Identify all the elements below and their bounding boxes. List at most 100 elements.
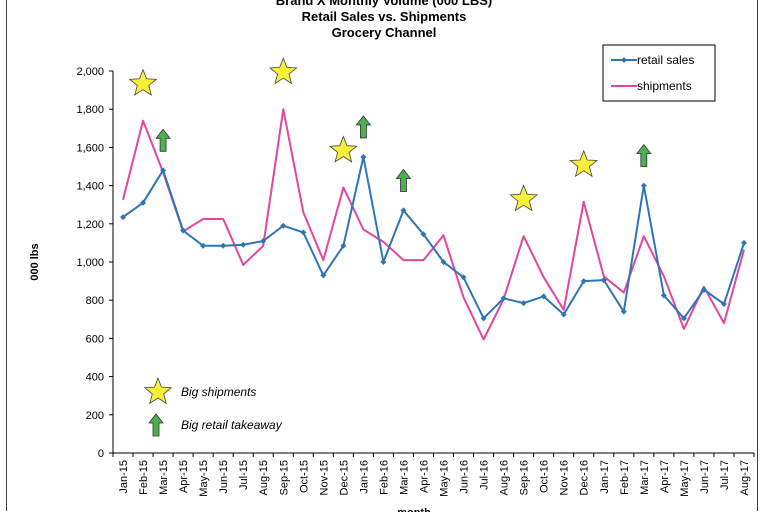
annotation-key: Big shipments Big retail takeaway bbox=[143, 376, 283, 437]
x-tick-label: Feb-16 bbox=[378, 460, 390, 495]
star-marker bbox=[328, 135, 358, 163]
data-point bbox=[380, 259, 387, 265]
x-tick-label: Nov-16 bbox=[559, 460, 571, 495]
star-key-label: Big shipments bbox=[181, 385, 256, 399]
y-tick-label: 1,000 bbox=[76, 257, 104, 269]
series-line-retail-sales bbox=[122, 155, 745, 320]
x-tick-label: May-17 bbox=[679, 460, 691, 497]
chart-title: Brand X Monthly Volume (000 LBS) bbox=[275, 0, 493, 8]
x-tick-label: Oct-16 bbox=[539, 460, 551, 493]
data-point bbox=[300, 229, 307, 236]
x-tick-label: Dec-15 bbox=[338, 460, 350, 495]
y-tick-label: 200 bbox=[86, 410, 104, 422]
data-point bbox=[240, 241, 247, 248]
data-point bbox=[680, 315, 687, 322]
y-tick-label: 400 bbox=[86, 372, 104, 384]
x-tick-label: Aug-17 bbox=[739, 460, 751, 495]
x-tick-label: Mar-16 bbox=[398, 460, 410, 495]
x-tick-label: Feb-15 bbox=[138, 460, 150, 495]
x-tick-label: May-16 bbox=[439, 460, 451, 497]
data-point bbox=[660, 292, 667, 299]
data-point bbox=[280, 222, 287, 229]
x-tick-label: Jan-17 bbox=[599, 460, 611, 494]
data-point bbox=[220, 242, 227, 249]
x-tick-label: Jan-15 bbox=[118, 460, 130, 494]
data-point bbox=[640, 182, 647, 189]
x-tick-label: Mar-15 bbox=[158, 460, 170, 495]
y-tick-label: 0 bbox=[98, 448, 104, 460]
chart-subtitle-2: Grocery Channel bbox=[331, 25, 437, 40]
x-tick-label: Mar-17 bbox=[639, 460, 651, 495]
x-tick-label: Dec-16 bbox=[579, 460, 591, 495]
x-tick-label: Apr-16 bbox=[418, 460, 430, 493]
data-point bbox=[200, 242, 207, 249]
y-tick-label: 1,800 bbox=[76, 104, 104, 116]
y-axis-label: 000 lbs bbox=[29, 243, 41, 280]
data-point bbox=[500, 295, 507, 302]
data-point bbox=[160, 167, 167, 174]
x-tick-label: Feb-17 bbox=[619, 460, 631, 495]
arrow-marker bbox=[155, 128, 171, 152]
x-tick-label: Oct-15 bbox=[298, 460, 310, 493]
chart-subtitle: Retail Sales vs. Shipments bbox=[301, 9, 467, 24]
data-point bbox=[600, 277, 607, 284]
data-point bbox=[140, 199, 147, 206]
data-point bbox=[480, 315, 487, 322]
data-point bbox=[520, 300, 527, 307]
x-tick-label: Sep-16 bbox=[519, 460, 531, 495]
data-point bbox=[260, 237, 267, 244]
star-marker bbox=[509, 184, 539, 212]
y-tick-label: 800 bbox=[86, 295, 104, 307]
x-tick-label: Aug-16 bbox=[499, 460, 511, 495]
up-arrow-icon bbox=[148, 413, 164, 437]
data-point bbox=[120, 214, 127, 221]
x-tick-label: Jun-16 bbox=[459, 460, 471, 494]
star-marker bbox=[128, 68, 158, 96]
data-point bbox=[580, 278, 587, 285]
legend: retail sales shipments bbox=[602, 44, 716, 102]
arrow-marker bbox=[355, 115, 372, 139]
data-point bbox=[320, 272, 327, 279]
x-tick-label: Aug-15 bbox=[258, 460, 270, 495]
x-tick-label: Jul-16 bbox=[479, 460, 491, 490]
data-point bbox=[540, 293, 547, 300]
data-point bbox=[400, 207, 407, 214]
y-tick-label: 1,400 bbox=[76, 181, 104, 193]
legend-label-shipments: shipments bbox=[637, 79, 692, 93]
x-tick-label: Jun-15 bbox=[218, 460, 230, 494]
chart-frame bbox=[6, 0, 758, 511]
data-point bbox=[740, 239, 747, 246]
x-tick-label: Jan-16 bbox=[358, 460, 370, 494]
data-point bbox=[180, 227, 187, 234]
x-tick-label: Sep-15 bbox=[278, 460, 290, 495]
data-point bbox=[420, 231, 427, 238]
star-icon bbox=[143, 376, 173, 405]
x-tick-label: Jun-17 bbox=[699, 460, 711, 494]
y-tick-label: 1,200 bbox=[76, 219, 104, 231]
x-tick-label: Nov-15 bbox=[318, 460, 330, 495]
y-tick-label: 600 bbox=[86, 333, 104, 345]
x-tick-label: Apr-15 bbox=[178, 460, 190, 493]
x-tick-label: Apr-17 bbox=[659, 460, 671, 493]
star-marker bbox=[569, 149, 599, 178]
y-tick-label: 1,600 bbox=[76, 142, 104, 154]
x-axis-label: month bbox=[397, 507, 431, 512]
data-point bbox=[360, 153, 367, 160]
x-tick-label: Jul-15 bbox=[238, 460, 250, 490]
legend-label-retail-sales: retail sales bbox=[637, 53, 694, 67]
arrow-key-label: Big retail takeaway bbox=[181, 418, 283, 432]
data-point bbox=[700, 286, 707, 293]
x-tick-label: May-15 bbox=[198, 460, 210, 497]
arrow-marker bbox=[636, 143, 652, 167]
star-marker bbox=[268, 57, 298, 85]
y-tick-label: 2,000 bbox=[76, 66, 104, 78]
data-point bbox=[340, 242, 347, 249]
data-point bbox=[460, 274, 467, 281]
data-point bbox=[560, 311, 567, 318]
x-tick-label: Jul-17 bbox=[719, 460, 731, 490]
data-point bbox=[440, 259, 447, 265]
data-point bbox=[620, 308, 627, 315]
arrow-marker bbox=[395, 168, 412, 192]
data-point bbox=[720, 301, 727, 308]
